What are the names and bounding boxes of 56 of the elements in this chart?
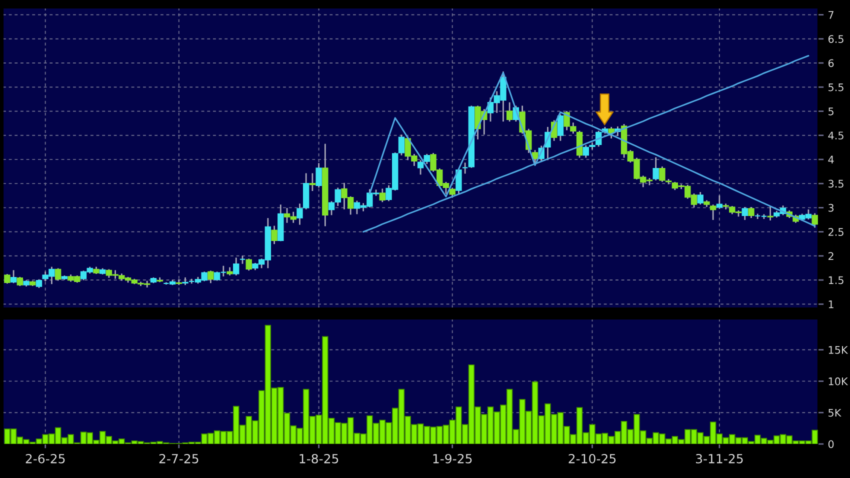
x-tick-label: 1-8-25 — [300, 454, 338, 464]
candlestick — [316, 163, 322, 188]
candlestick — [379, 188, 386, 202]
candlestick — [589, 142, 596, 150]
candlestick — [557, 114, 564, 141]
y-tick-label: 5.5 — [828, 83, 844, 92]
candlestick — [697, 192, 704, 205]
y-tick-label: 15K — [828, 346, 848, 354]
y-tick-label: 4.5 — [828, 132, 844, 140]
candlestick — [328, 201, 335, 216]
y-tick-label: 5 — [828, 108, 834, 116]
y-tick-label: 6.5 — [828, 35, 844, 43]
candlestick — [532, 150, 538, 165]
candlestick — [652, 157, 659, 180]
candlestick — [767, 206, 774, 220]
x-tick-label: 3-11-25 — [696, 454, 743, 464]
y-tick-label: 3 — [828, 204, 834, 212]
y-tick-label: 6 — [828, 59, 834, 68]
x-tick-label: 2-10-25 — [568, 454, 616, 464]
candlestick — [417, 160, 424, 175]
candlestick — [176, 279, 182, 286]
candlestick — [582, 145, 589, 158]
y-tick-label: 10K — [828, 377, 848, 386]
x-tick-label: 1-9-25 — [433, 454, 472, 464]
candlestick — [665, 179, 672, 184]
x-tick-label: 2-6-25 — [26, 454, 65, 464]
y-tick-label: 1.5 — [828, 276, 844, 284]
candlestick — [309, 173, 316, 192]
y-tick-label: 7 — [828, 11, 834, 19]
candlestick — [246, 258, 252, 271]
candlestick — [10, 270, 17, 284]
candlestick — [208, 270, 214, 284]
y-tick-label: 1 — [828, 300, 834, 308]
candlestick — [576, 130, 583, 158]
y-tick-label: 2 — [828, 252, 834, 260]
candlestick — [462, 162, 468, 174]
y-tick-label: 0 — [828, 440, 834, 448]
candlestick — [506, 102, 513, 122]
candlestick — [812, 213, 818, 228]
x-tick-label: 2-7-25 — [159, 454, 198, 464]
candlestick — [54, 268, 62, 281]
y-tick-label: 4 — [828, 156, 834, 164]
candlestick — [182, 277, 188, 286]
y-tick-label: 5K — [828, 408, 842, 417]
candlestick — [334, 188, 341, 206]
candlestick — [233, 258, 240, 276]
candlestick — [659, 166, 666, 182]
candlestick — [748, 206, 754, 218]
candlestick — [271, 226, 278, 244]
candlestick — [716, 195, 723, 209]
y-tick-label: 2.5 — [828, 228, 844, 236]
candlestick — [296, 204, 303, 225]
y-tick-label: 3.5 — [828, 180, 844, 188]
candlestick — [742, 206, 748, 220]
candlestick — [156, 277, 163, 282]
candlestick — [710, 204, 716, 220]
